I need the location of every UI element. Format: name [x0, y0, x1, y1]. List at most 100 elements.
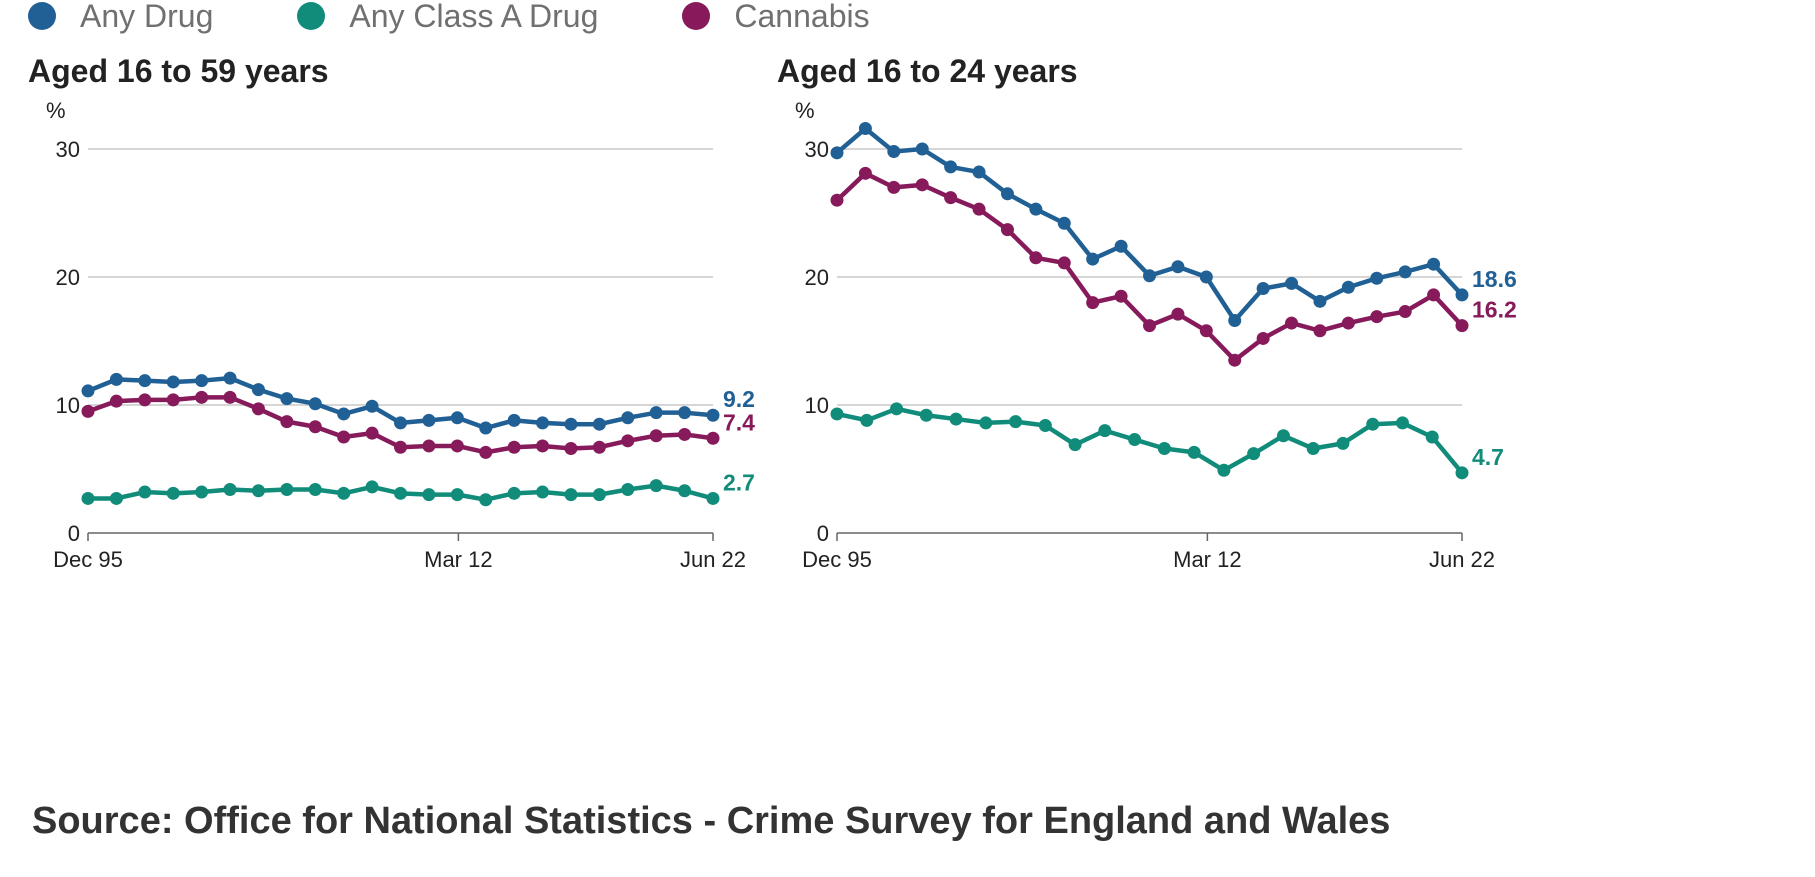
data-point-cannabis	[1086, 296, 1100, 310]
data-point-cannabis	[972, 202, 986, 216]
data-point-cannabis	[830, 193, 844, 207]
data-point-any-drug	[166, 375, 180, 389]
data-point-any-class-a-drug	[1038, 418, 1052, 432]
data-point-any-class-a-drug	[1425, 430, 1439, 444]
y-tick-label: 10	[56, 393, 80, 418]
x-tick-label: Jun 22	[680, 547, 746, 572]
data-point-any-class-a-drug	[1217, 463, 1231, 477]
data-point-any-class-a-drug	[138, 485, 152, 499]
end-value-label-any-class-a-drug: 4.7	[1472, 444, 1504, 470]
y-tick-label: 0	[817, 521, 829, 546]
end-value-label-any-class-a-drug: 2.7	[723, 469, 755, 495]
data-point-any-class-a-drug	[564, 488, 578, 502]
data-point-cannabis	[394, 440, 407, 454]
data-point-any-class-a-drug	[1098, 424, 1112, 438]
data-point-any-drug	[1398, 265, 1412, 279]
data-point-any-drug	[1171, 260, 1185, 274]
data-point-cannabis	[1228, 353, 1242, 367]
data-point-any-drug	[1057, 216, 1071, 230]
data-point-cannabis	[1341, 316, 1355, 330]
data-point-any-drug	[394, 416, 407, 430]
data-point-any-class-a-drug	[678, 484, 692, 498]
data-point-any-drug	[223, 371, 237, 385]
end-value-label-cannabis: 7.4	[723, 409, 755, 435]
chart-panel-1: Aged 16 to 59 years% 0 10 20 30 Dec 95 Mar 12 J…	[28, 53, 755, 572]
data-point-any-drug	[1256, 282, 1270, 296]
data-point-any-drug	[365, 399, 379, 413]
legend-item-any-drug[interactable]: Any Drug	[28, 0, 213, 35]
data-point-any-class-a-drug	[1247, 447, 1261, 461]
chart-panel-2: Aged 16 to 24 years% 0 10 20 30 Dec 95 Mar 12 J…	[777, 53, 1517, 572]
data-point-any-drug	[564, 417, 578, 431]
data-point-any-drug	[915, 142, 929, 156]
data-point-any-class-a-drug	[1455, 466, 1469, 480]
legend-item-cannabis[interactable]: Cannabis	[682, 0, 870, 35]
data-point-any-class-a-drug	[1306, 442, 1320, 456]
data-point-any-class-a-drug	[109, 491, 123, 505]
data-point-any-class-a-drug	[422, 488, 436, 502]
legend-label-any-class-a-drug: Any Class A Drug	[349, 0, 599, 34]
y-axis-unit-label: %	[46, 98, 66, 123]
x-tick-label: Dec 95	[53, 547, 123, 572]
legend-item-any-class-a-drug[interactable]: Any Class A Drug	[297, 0, 598, 35]
data-point-cannabis	[280, 415, 294, 429]
data-point-any-class-a-drug	[1157, 442, 1171, 456]
y-tick-label: 10	[805, 393, 829, 418]
data-point-any-drug	[337, 407, 351, 421]
data-point-any-drug	[251, 383, 265, 397]
data-point-cannabis	[1370, 310, 1384, 324]
data-point-cannabis	[1398, 305, 1412, 319]
data-point-any-class-a-drug	[479, 493, 493, 507]
data-point-any-drug	[830, 146, 844, 160]
data-point-any-class-a-drug	[830, 407, 844, 421]
data-point-any-drug	[81, 384, 95, 398]
data-point-any-drug	[1029, 202, 1043, 216]
y-tick-label: 30	[56, 137, 80, 162]
data-point-cannabis	[507, 440, 521, 454]
x-tick-label: Dec 95	[802, 547, 872, 572]
data-point-any-drug	[138, 374, 152, 388]
data-point-any-class-a-drug	[1336, 436, 1350, 450]
data-point-any-drug	[1000, 187, 1014, 201]
data-point-any-class-a-drug	[394, 486, 407, 500]
data-point-any-drug	[706, 408, 720, 422]
data-point-cannabis	[858, 166, 872, 180]
data-point-any-drug	[308, 397, 322, 411]
data-point-any-drug	[944, 160, 958, 174]
legend: Any Drug Any Class A Drug Cannabis	[28, 0, 954, 36]
end-value-label-any-drug: 18.6	[1472, 266, 1517, 292]
data-point-any-class-a-drug	[166, 486, 180, 500]
data-point-any-drug	[1228, 314, 1242, 328]
legend-marker-any-drug	[28, 2, 56, 30]
y-tick-label: 20	[56, 265, 80, 290]
data-point-cannabis	[887, 180, 901, 194]
data-point-cannabis	[337, 430, 351, 444]
data-point-cannabis	[915, 178, 929, 192]
data-point-any-class-a-drug	[1068, 438, 1082, 452]
data-point-cannabis	[422, 439, 436, 453]
data-point-any-class-a-drug	[919, 408, 933, 422]
data-point-any-class-a-drug	[308, 482, 322, 496]
data-point-any-drug	[1455, 288, 1469, 302]
data-point-any-class-a-drug	[450, 488, 464, 502]
data-point-cannabis	[81, 404, 95, 418]
legend-marker-cannabis	[682, 2, 711, 30]
data-point-any-drug	[450, 411, 464, 425]
data-point-cannabis	[479, 445, 493, 459]
data-point-cannabis	[649, 429, 663, 443]
series-line-cannabis	[835, 171, 1464, 363]
data-point-any-drug	[1199, 270, 1213, 284]
data-point-any-class-a-drug	[860, 413, 874, 427]
data-point-cannabis	[450, 439, 464, 453]
data-point-any-drug	[109, 372, 123, 386]
data-point-cannabis	[1143, 319, 1156, 333]
data-point-any-class-a-drug	[649, 479, 663, 493]
x-tick-label: Jun 22	[1429, 547, 1495, 572]
data-point-any-drug	[1341, 280, 1355, 294]
line-charts: Aged 16 to 59 years% 0 10 20 30 Dec 95 Mar 12 J…	[28, 53, 1517, 572]
data-point-cannabis	[251, 402, 265, 416]
y-tick-label: 30	[805, 137, 829, 162]
data-point-any-drug	[1313, 294, 1327, 308]
data-point-any-drug	[858, 122, 872, 136]
data-point-any-drug	[1427, 257, 1441, 271]
